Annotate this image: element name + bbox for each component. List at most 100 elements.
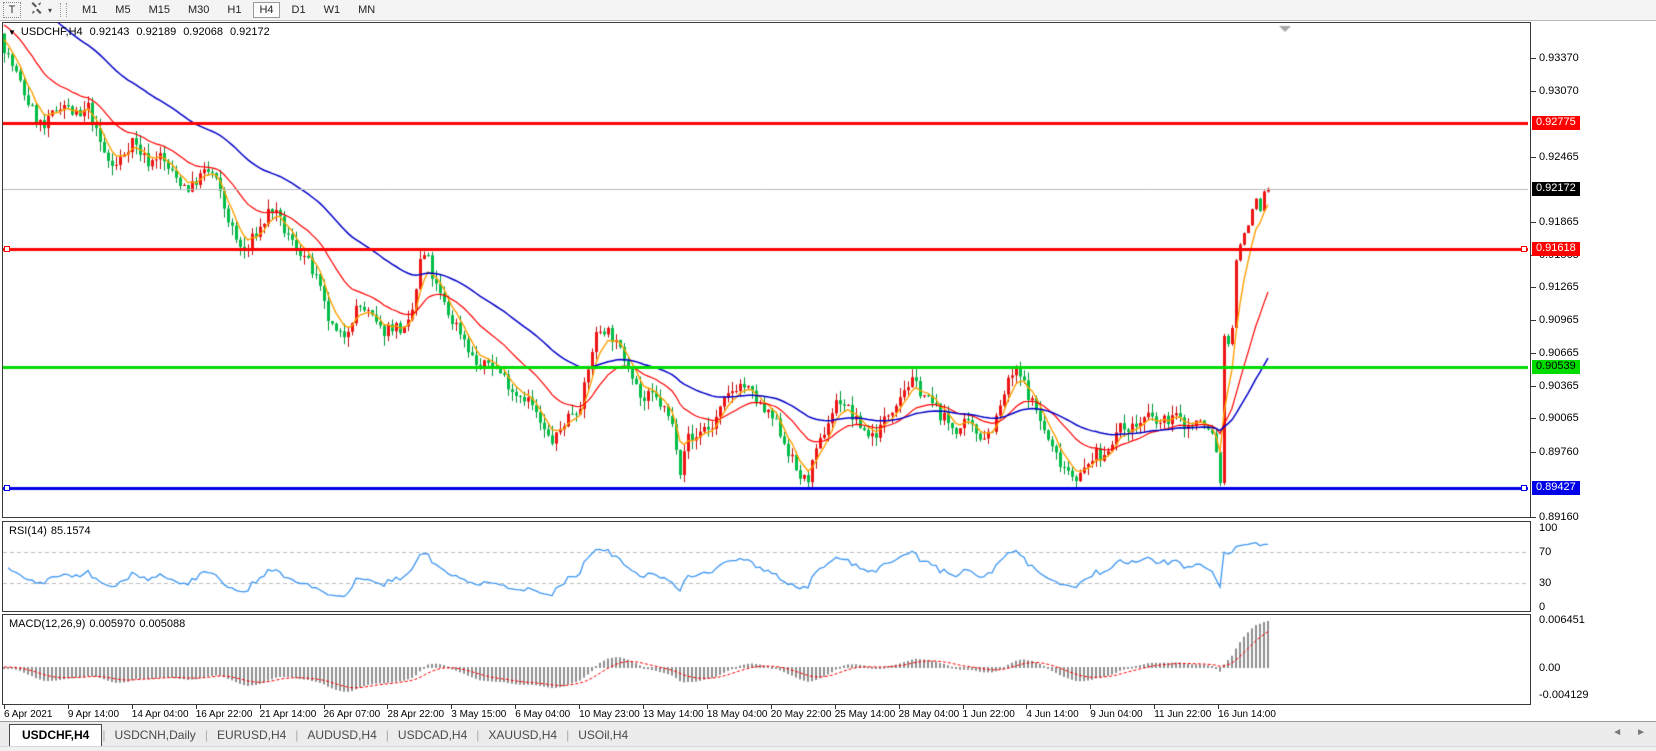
timeframe-button-m30[interactable]: M30 (187, 4, 210, 16)
rsi-axis-label: 0 (1539, 601, 1546, 613)
price-line-badge: 0.89427 (1532, 480, 1580, 495)
rsi-indicator-panel: RSI(14) 85.1574 (2, 521, 1531, 612)
price-axis[interactable]: 0.933700.930700.924650.918650.915650.912… (1531, 21, 1656, 721)
rsi-canvas[interactable] (3, 522, 1528, 611)
chart-tab-eurusd[interactable]: EURUSD,H4 (216, 728, 287, 742)
chart-tab-bar: USDCHF,H4 | USDCNH,Daily | EURUSD,H4 | AUDUSD,… (0, 721, 1656, 746)
time-tick-label: 4 Jun 14:00 (1026, 709, 1079, 720)
price-tick-label: 0.93070 (1539, 84, 1579, 97)
price-line-badge: 0.91618 (1532, 242, 1580, 256)
price-tick-label: 0.91265 (1539, 281, 1579, 294)
rsi-axis-label: 70 (1539, 545, 1552, 558)
price-tick-label: 0.90065 (1539, 412, 1579, 425)
time-tick-label: 9 Apr 14:00 (67, 709, 120, 720)
price-tick-mark (1531, 418, 1536, 420)
rsi-label: RSI(14) 85.1574 (9, 525, 91, 537)
price-tick-label: 0.89760 (1539, 445, 1579, 458)
timeframe-button-h4[interactable]: H4 (253, 2, 280, 18)
tab-scroll-arrows: ◄ ► (1612, 727, 1646, 738)
price-line-badge: 0.92775 (1532, 115, 1580, 130)
time-tick-mark (259, 705, 261, 709)
time-axis[interactable]: 6 Apr 2021 9 Apr 14:00 14 Apr 04:00 16 Apr … (2, 705, 1530, 721)
timeframe-button-m15[interactable]: M15 (148, 4, 170, 16)
level-line-handle[interactable] (4, 484, 10, 491)
macd-label: MACD(12,26,9) 0.005970 0.005088 (9, 618, 186, 630)
timeframe-button-h1[interactable]: H1 (227, 4, 242, 16)
time-tick-mark (387, 705, 389, 709)
tab-separator: | (385, 728, 389, 742)
time-tick-label: 6 May 04:00 (515, 709, 571, 720)
price-tick-mark (1531, 156, 1536, 158)
tab-separator: | (566, 728, 570, 742)
price-tick-mark (1531, 451, 1536, 453)
tab-separator: | (295, 728, 299, 742)
macd-axis-label: 0.00 (1539, 662, 1561, 674)
time-tick-mark (579, 705, 581, 709)
time-tick-mark (515, 705, 517, 709)
time-tick-mark (643, 705, 644, 709)
macd-indicator-panel: MACD(12,26,9) 0.005970 0.005088 (2, 614, 1531, 705)
tab-separator: | (476, 728, 480, 742)
timeframe-button-d1[interactable]: D1 (291, 4, 306, 16)
rsi-axis-label: 30 (1539, 577, 1552, 590)
price-tick-label: 0.90365 (1539, 379, 1579, 392)
time-tick-label: 11 Jun 22:00 (1154, 709, 1212, 720)
top-toolbar: T ▾ M1 M5 M15 M30 H1 H4 D1 W1 MN (0, 0, 1656, 21)
tab-scroll-left-icon[interactable]: ◄ (1612, 727, 1623, 738)
time-tick-mark (1218, 705, 1220, 709)
level-line-handle[interactable] (4, 246, 10, 252)
time-tick-mark (67, 705, 69, 709)
timeframe-button-mn[interactable]: MN (358, 4, 376, 16)
tab-separator: | (102, 728, 106, 742)
price-tick-label: 0.90965 (1539, 314, 1579, 327)
price-tick-mark (1531, 90, 1536, 92)
chart-tab-xauusd[interactable]: XAUUSD,H4 (488, 728, 558, 742)
time-tick-label: 21 Apr 14:00 (259, 709, 317, 720)
level-line-handle[interactable] (1521, 246, 1527, 252)
time-tick-label: 20 May 22:00 (770, 709, 832, 720)
price-tick-label: 0.90665 (1539, 346, 1579, 359)
chevron-down-icon[interactable]: ▾ (48, 5, 53, 15)
chart-dropdown-icon[interactable]: ▼ (8, 27, 16, 37)
time-tick-mark (770, 705, 772, 709)
timeframe-button-m5[interactable]: M5 (115, 4, 131, 16)
time-tick-mark (1154, 705, 1156, 709)
price-tick-mark (1531, 385, 1536, 387)
chart-tab-usdchf[interactable]: USDCHF,H4 (9, 724, 103, 746)
price-tick-label: 0.92465 (1539, 150, 1579, 163)
chart-tab-audusd[interactable]: AUDUSD,H4 (307, 728, 377, 742)
time-tick-label: 28 Apr 22:00 (387, 709, 445, 720)
time-tick-mark (898, 705, 900, 709)
time-tick-mark (706, 705, 708, 709)
chart-tab-usdcnh[interactable]: USDCNH,Daily (114, 728, 196, 742)
macd-canvas[interactable] (3, 615, 1528, 704)
arrow-style-tool-button[interactable]: ▾ (29, 1, 52, 20)
price-line-badge: 0.92172 (1532, 181, 1580, 196)
time-tick-label: 13 May 14:00 (643, 709, 704, 720)
time-tick-mark (195, 705, 197, 709)
time-tick-mark (962, 705, 964, 709)
timeframe-button-w1[interactable]: W1 (323, 4, 341, 16)
chart-tab-usoil[interactable]: USOil,H4 (578, 728, 629, 742)
price-chart-canvas[interactable] (3, 23, 1528, 517)
tab-scroll-right-icon[interactable]: ► (1636, 727, 1646, 738)
time-tick-label: 25 May 14:00 (834, 709, 896, 720)
time-tick-mark (834, 705, 836, 709)
price-tick-label: 0.93370 (1539, 51, 1579, 64)
price-tick-mark (1531, 57, 1536, 59)
toolbar-grip (60, 3, 68, 17)
price-tick-mark (1531, 320, 1536, 322)
chart-tab-usdcad[interactable]: USDCAD,H4 (397, 728, 468, 742)
symbol-label: USDCHF,H4 (20, 26, 83, 38)
timeframe-button-group: M1 M5 M15 M30 H1 H4 D1 W1 MN (73, 2, 384, 18)
price-chart-panel: ▼ USDCHF,H4 0.92143 0.92189 0.92068 0.92… (2, 22, 1531, 518)
price-line-badge: 0.90539 (1532, 359, 1580, 374)
chart-workspace: ▼ USDCHF,H4 0.92143 0.92189 0.92068 0.92… (0, 21, 1656, 721)
level-line-handle[interactable] (1521, 484, 1527, 491)
price-tick-mark (1531, 287, 1536, 289)
text-tool-button[interactable]: T (3, 2, 21, 18)
time-tick-mark (131, 705, 133, 709)
timeframe-button-m1[interactable]: M1 (82, 4, 98, 16)
ohlc-low: 0.92068 (183, 26, 223, 38)
macd-axis-label: 0.006451 (1539, 614, 1585, 626)
